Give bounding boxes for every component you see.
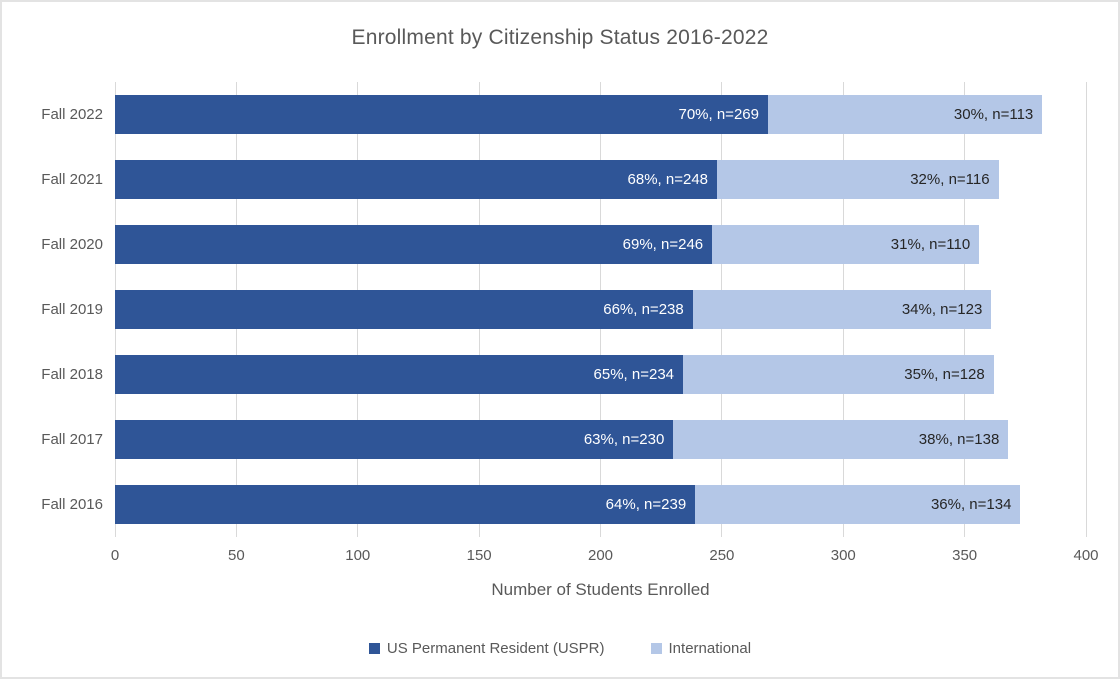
bar-segment-uspr: 70%, n=269: [115, 95, 768, 134]
bar-data-label: 70%, n=269: [678, 106, 759, 123]
legend-label: US Permanent Resident (USPR): [386, 640, 605, 657]
bar-segment-international: 36%, n=134: [695, 485, 1021, 524]
x-tick-label-100: 100: [345, 547, 371, 564]
category-label-fall-2016: Fall 2016: [41, 495, 103, 513]
bar-segment-uspr: 63%, n=230: [115, 420, 674, 459]
chart-title: Enrollment by Citizenship Status 2016-20…: [351, 26, 769, 49]
bar-segment-international: 34%, n=123: [692, 290, 992, 329]
category-label-fall-2017: Fall 2017: [41, 430, 103, 448]
x-tick-label-250: 250: [709, 547, 735, 564]
category-label-fall-2019: Fall 2019: [41, 300, 103, 318]
legend-item-international: International: [650, 640, 752, 657]
bar-segment-uspr: 65%, n=234: [115, 355, 684, 394]
bar-row-fall-2021: 68%, n=248 32%, n=116: [115, 160, 1086, 199]
bar-data-label: 34%, n=123: [901, 301, 983, 318]
bar-segment-international: 38%, n=138: [673, 420, 1009, 459]
x-tick-label-400: 400: [1073, 547, 1099, 564]
bar-data-label: 66%, n=238: [603, 301, 684, 318]
bar-row-fall-2016: 64%, n=239 36%, n=134: [115, 485, 1086, 524]
legend-swatch-icon: [650, 643, 662, 654]
bar-data-label: 64%, n=239: [605, 496, 687, 513]
bar-row-fall-2017: 63%, n=230 38%, n=138: [115, 420, 1086, 459]
bar-data-label: 38%, n=138: [918, 431, 1000, 448]
legend: US Permanent Resident (USPR) Internationa…: [2, 640, 1118, 657]
bar-segment-uspr: 64%, n=239: [115, 485, 696, 524]
x-tick-label-150: 150: [466, 547, 492, 564]
legend-swatch-icon: [368, 643, 380, 654]
bar-segment-international: 31%, n=110: [712, 225, 980, 264]
bar-data-label: 32%, n=116: [910, 171, 990, 188]
category-label-fall-2021: Fall 2021: [41, 170, 103, 188]
x-tick-label-350: 350: [952, 547, 978, 564]
gridline-x-400: [1085, 82, 1087, 537]
bar-segment-uspr: 69%, n=246: [115, 225, 713, 264]
bar-data-label: 65%, n=234: [593, 366, 675, 383]
bar-segment-international: 35%, n=128: [683, 355, 994, 394]
category-label-fall-2020: Fall 2020: [41, 235, 103, 253]
x-tick-label-300: 300: [830, 547, 856, 564]
bar-data-label: 35%, n=128: [904, 366, 985, 383]
bar-data-label: 31%, n=110: [890, 236, 971, 253]
x-tick-label-200: 200: [587, 547, 614, 564]
bar-data-label: 36%, n=134: [930, 496, 1012, 513]
category-label-fall-2022: Fall 2022: [41, 105, 103, 123]
bar-segment-uspr: 68%, n=248: [115, 160, 718, 199]
bar-row-fall-2020: 69%, n=246 31%, n=110: [115, 225, 1086, 264]
bar-segment-international: 30%, n=113: [767, 95, 1043, 134]
bar-data-label: 63%, n=230: [583, 431, 665, 448]
bar-data-label: 68%, n=248: [627, 171, 709, 188]
x-tick-label-50: 50: [228, 547, 245, 564]
bar-row-fall-2018: 65%, n=234 35%, n=128: [115, 355, 1086, 394]
bar-row-fall-2019: 66%, n=238 34%, n=123: [115, 290, 1086, 329]
x-tick-label-0: 0: [110, 547, 120, 564]
bar-segment-international: 32%, n=116: [717, 160, 999, 199]
bar-segment-uspr: 66%, n=238: [115, 290, 693, 329]
legend-item-uspr: US Permanent Resident (USPR): [368, 640, 605, 657]
legend-label: International: [668, 640, 752, 657]
bar-row-fall-2022: 70%, n=269 30%, n=113: [115, 95, 1086, 134]
bar-data-label: 30%, n=113: [953, 106, 1034, 123]
x-axis-title: Number of Students Enrolled: [491, 580, 710, 599]
plot-area: 70%, n=269 30%, n=113 68%, n=248 32%, n=116…: [114, 82, 1087, 537]
bar-data-label: 69%, n=246: [622, 236, 704, 253]
category-label-fall-2018: Fall 2018: [41, 365, 103, 383]
